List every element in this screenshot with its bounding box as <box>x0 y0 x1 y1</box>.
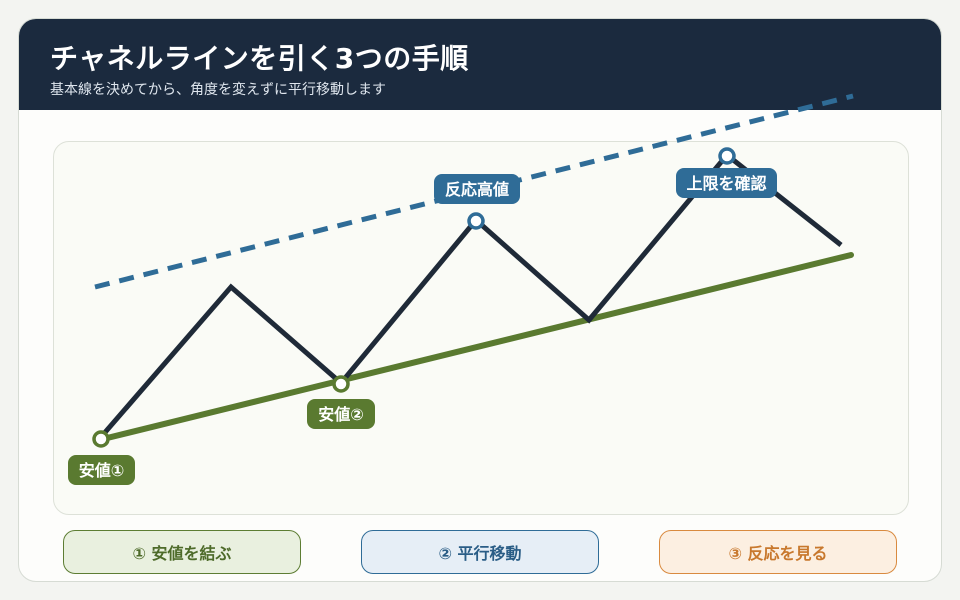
confirm-upper-label: 上限を確認 <box>676 168 777 198</box>
low1-label: 安値① <box>68 455 135 485</box>
page-subtitle: 基本線を決めてから、角度を変えずに平行移動します <box>50 82 386 98</box>
step-connect-lows-button[interactable]: ① 安値を結ぶ <box>63 530 301 574</box>
low2-point <box>332 375 350 393</box>
svg-text:反応高値: 反応高値 <box>445 180 509 199</box>
reaction-high-label: 反応高値 <box>434 174 520 204</box>
page-title: チャネルラインを引く3つの手順 <box>50 42 469 75</box>
svg-text:上限を確認: 上限を確認 <box>686 174 766 193</box>
svg-text:安値①: 安値① <box>79 461 125 480</box>
svg-text:安値②: 安値② <box>318 405 364 424</box>
channel-diagram: 安値① 安値② 反応高値 上限を確認 <box>68 93 854 485</box>
step-parallel-shift-button[interactable]: ② 平行移動 <box>361 530 599 574</box>
reaction-high-point <box>467 212 485 230</box>
support-line <box>96 252 854 443</box>
card: チャネルラインを引く3つの手順 基本線を決めてから、角度を変えずに平行移動します… <box>18 18 942 582</box>
upper-channel-line <box>94 93 854 290</box>
header: チャネルラインを引く3つの手順 基本線を決めてから、角度を変えずに平行移動します <box>19 19 941 110</box>
step-watch-reaction-button[interactable]: ③ 反応を見る <box>659 530 897 574</box>
steps-row: ① 安値を結ぶ ② 平行移動 ③ 反応を見る <box>63 530 899 576</box>
upper-confirm-point <box>718 147 736 165</box>
low2-label: 安値② <box>307 399 375 429</box>
low1-point <box>92 430 110 448</box>
